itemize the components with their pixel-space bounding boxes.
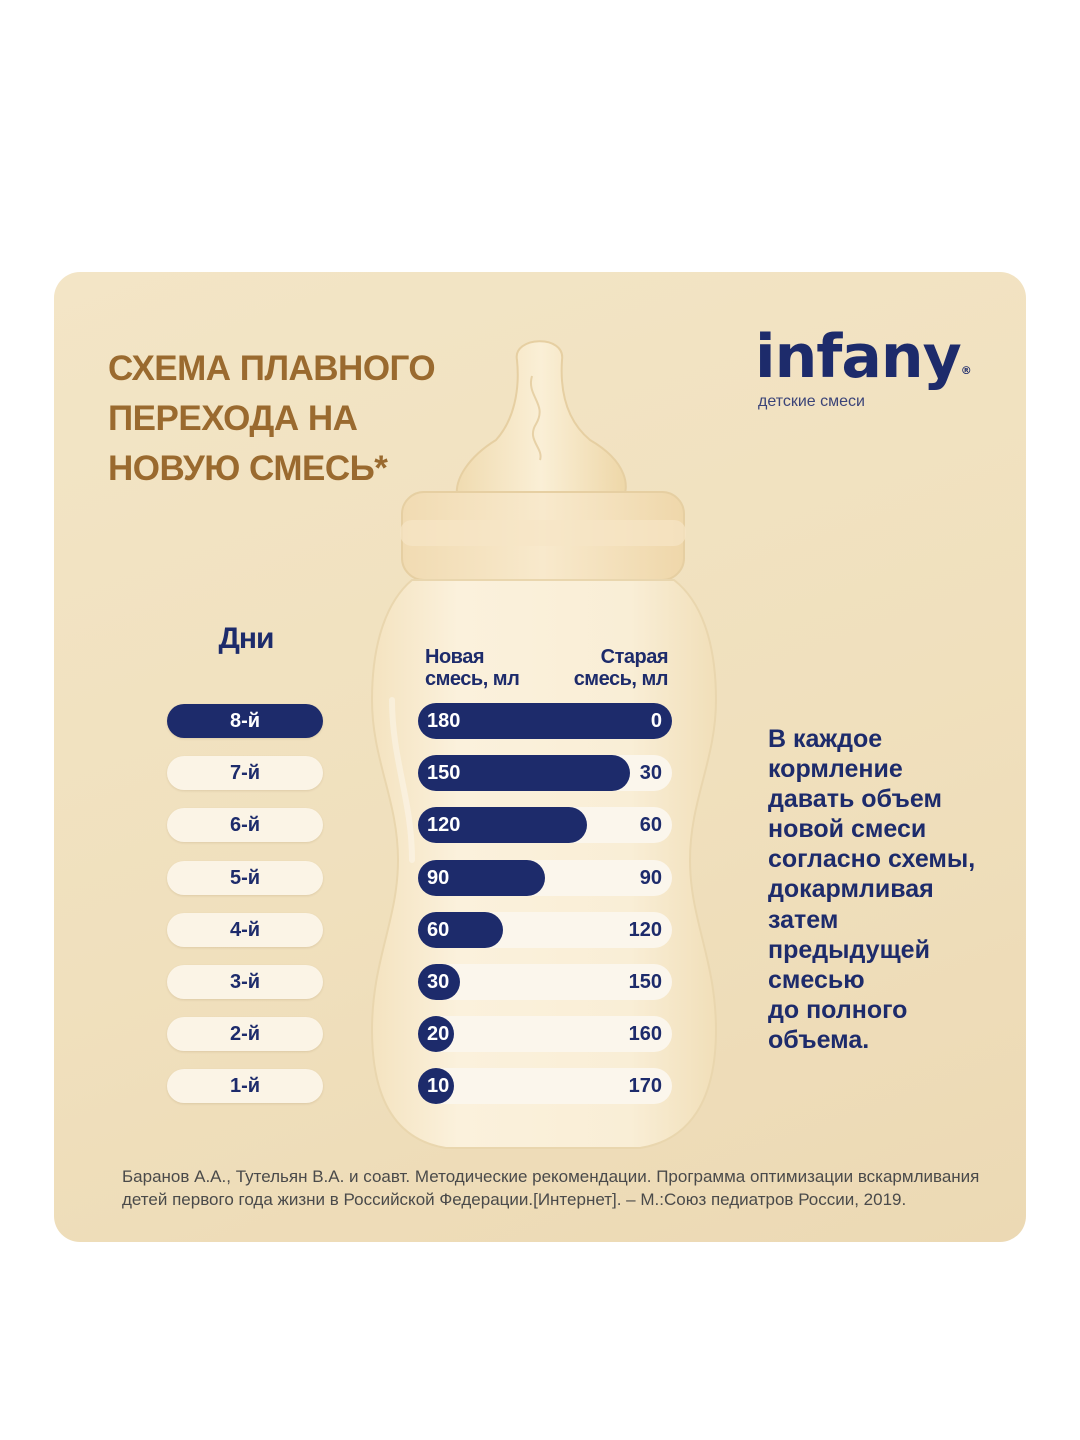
bar-track: 20 160 [418, 1016, 672, 1052]
new-formula-bar [418, 703, 672, 739]
new-formula-value: 20 [427, 1023, 450, 1045]
day-label: 5-й [167, 861, 323, 895]
new-formula-header-line-2: смесь, мл [425, 668, 520, 690]
old-formula-value: 160 [628, 1023, 662, 1045]
day-label: 2-й [167, 1017, 323, 1051]
new-formula-bar [418, 912, 503, 948]
bar-track: 60 120 [418, 912, 672, 948]
bottle-nipple [455, 340, 627, 501]
footnote-line-1: Баранов А.А., Тутельян В.А. и соавт. Мет… [122, 1167, 980, 1186]
new-formula-value: 30 [427, 971, 450, 993]
new-formula-bar [418, 807, 587, 843]
instruction-line: новой смеси [768, 815, 927, 844]
old-formula-header-line-1: Старая [600, 646, 669, 668]
instruction-line: давать объем [768, 785, 942, 814]
new-formula-value: 150 [427, 762, 461, 784]
day-label: 6-й [167, 808, 323, 842]
new-formula-value: 180 [427, 710, 461, 732]
instruction-line: В каждое [768, 725, 883, 753]
title-line-1: СХЕМА ПЛАВНОГО [108, 349, 436, 388]
old-formula-value: 0 [650, 710, 662, 732]
title-line-2: ПЕРЕХОДА НА [108, 399, 358, 438]
instruction-line: до полного [768, 995, 908, 1024]
old-formula-value: 150 [628, 971, 662, 993]
new-formula-header: Новая смесь, мл [425, 646, 520, 690]
instruction-line: предыдущей [768, 935, 930, 964]
reference-footnote: Баранов А.А., Тутельян В.А. и соавт. Мет… [122, 1165, 1002, 1211]
old-formula-header: Старая смесь, мл [573, 646, 669, 690]
brand-name: infany [755, 322, 962, 392]
new-formula-value: 10 [427, 1075, 450, 1097]
new-formula-header-line-1: Новая [425, 646, 484, 668]
new-formula-bar [418, 755, 630, 791]
old-formula-value: 60 [639, 814, 662, 836]
brand-tagline: детские смеси [758, 393, 865, 410]
new-formula-bar [418, 1016, 454, 1052]
old-formula-value: 90 [639, 867, 662, 889]
bar-track: 180 0 [418, 703, 672, 739]
brand-registered-mark: ® [960, 364, 972, 377]
footnote-line-2: детей первого года жизни в Российской Фе… [122, 1190, 907, 1209]
page-title: СХЕМА ПЛАВНОГО ПЕРЕХОДА НА НОВУЮ СМЕСЬ* [108, 344, 448, 494]
instruction-line: объема. [768, 1025, 870, 1054]
bar-track: 10 170 [418, 1068, 672, 1104]
instruction-line: докармливая [768, 875, 934, 904]
title-line-3: НОВУЮ СМЕСЬ* [108, 449, 388, 488]
instruction-line: смесью [768, 965, 865, 994]
day-label: 4-й [167, 913, 323, 947]
instruction-line: затем [768, 905, 839, 934]
bar-track: 30 150 [418, 964, 672, 1000]
instruction-line: кормление [768, 755, 903, 784]
bar-track: 150 30 [418, 755, 672, 791]
new-formula-value: 60 [427, 919, 450, 941]
day-label: 3-й [167, 965, 323, 999]
old-formula-header-line-2: смесь, мл [573, 668, 669, 690]
instruction-text: В каждое кормление давать объем новой см… [768, 724, 1008, 1055]
day-label: 8-й [167, 704, 323, 738]
old-formula-value: 30 [639, 762, 662, 784]
new-formula-bar [418, 860, 545, 896]
days-column-header: Дни [218, 622, 275, 655]
bar-track: 120 60 [418, 807, 672, 843]
new-formula-value: 120 [427, 814, 461, 836]
old-formula-value: 170 [628, 1075, 662, 1097]
new-formula-bar [418, 1068, 454, 1104]
day-label: 1-й [167, 1069, 323, 1103]
brand-logo: infany® [755, 322, 972, 392]
new-formula-bar [418, 964, 460, 1000]
bar-track: 90 90 [418, 860, 672, 896]
new-formula-value: 90 [427, 867, 450, 889]
day-label: 7-й [167, 756, 323, 790]
instruction-line: согласно схемы, [768, 845, 976, 874]
old-formula-value: 120 [628, 919, 662, 941]
